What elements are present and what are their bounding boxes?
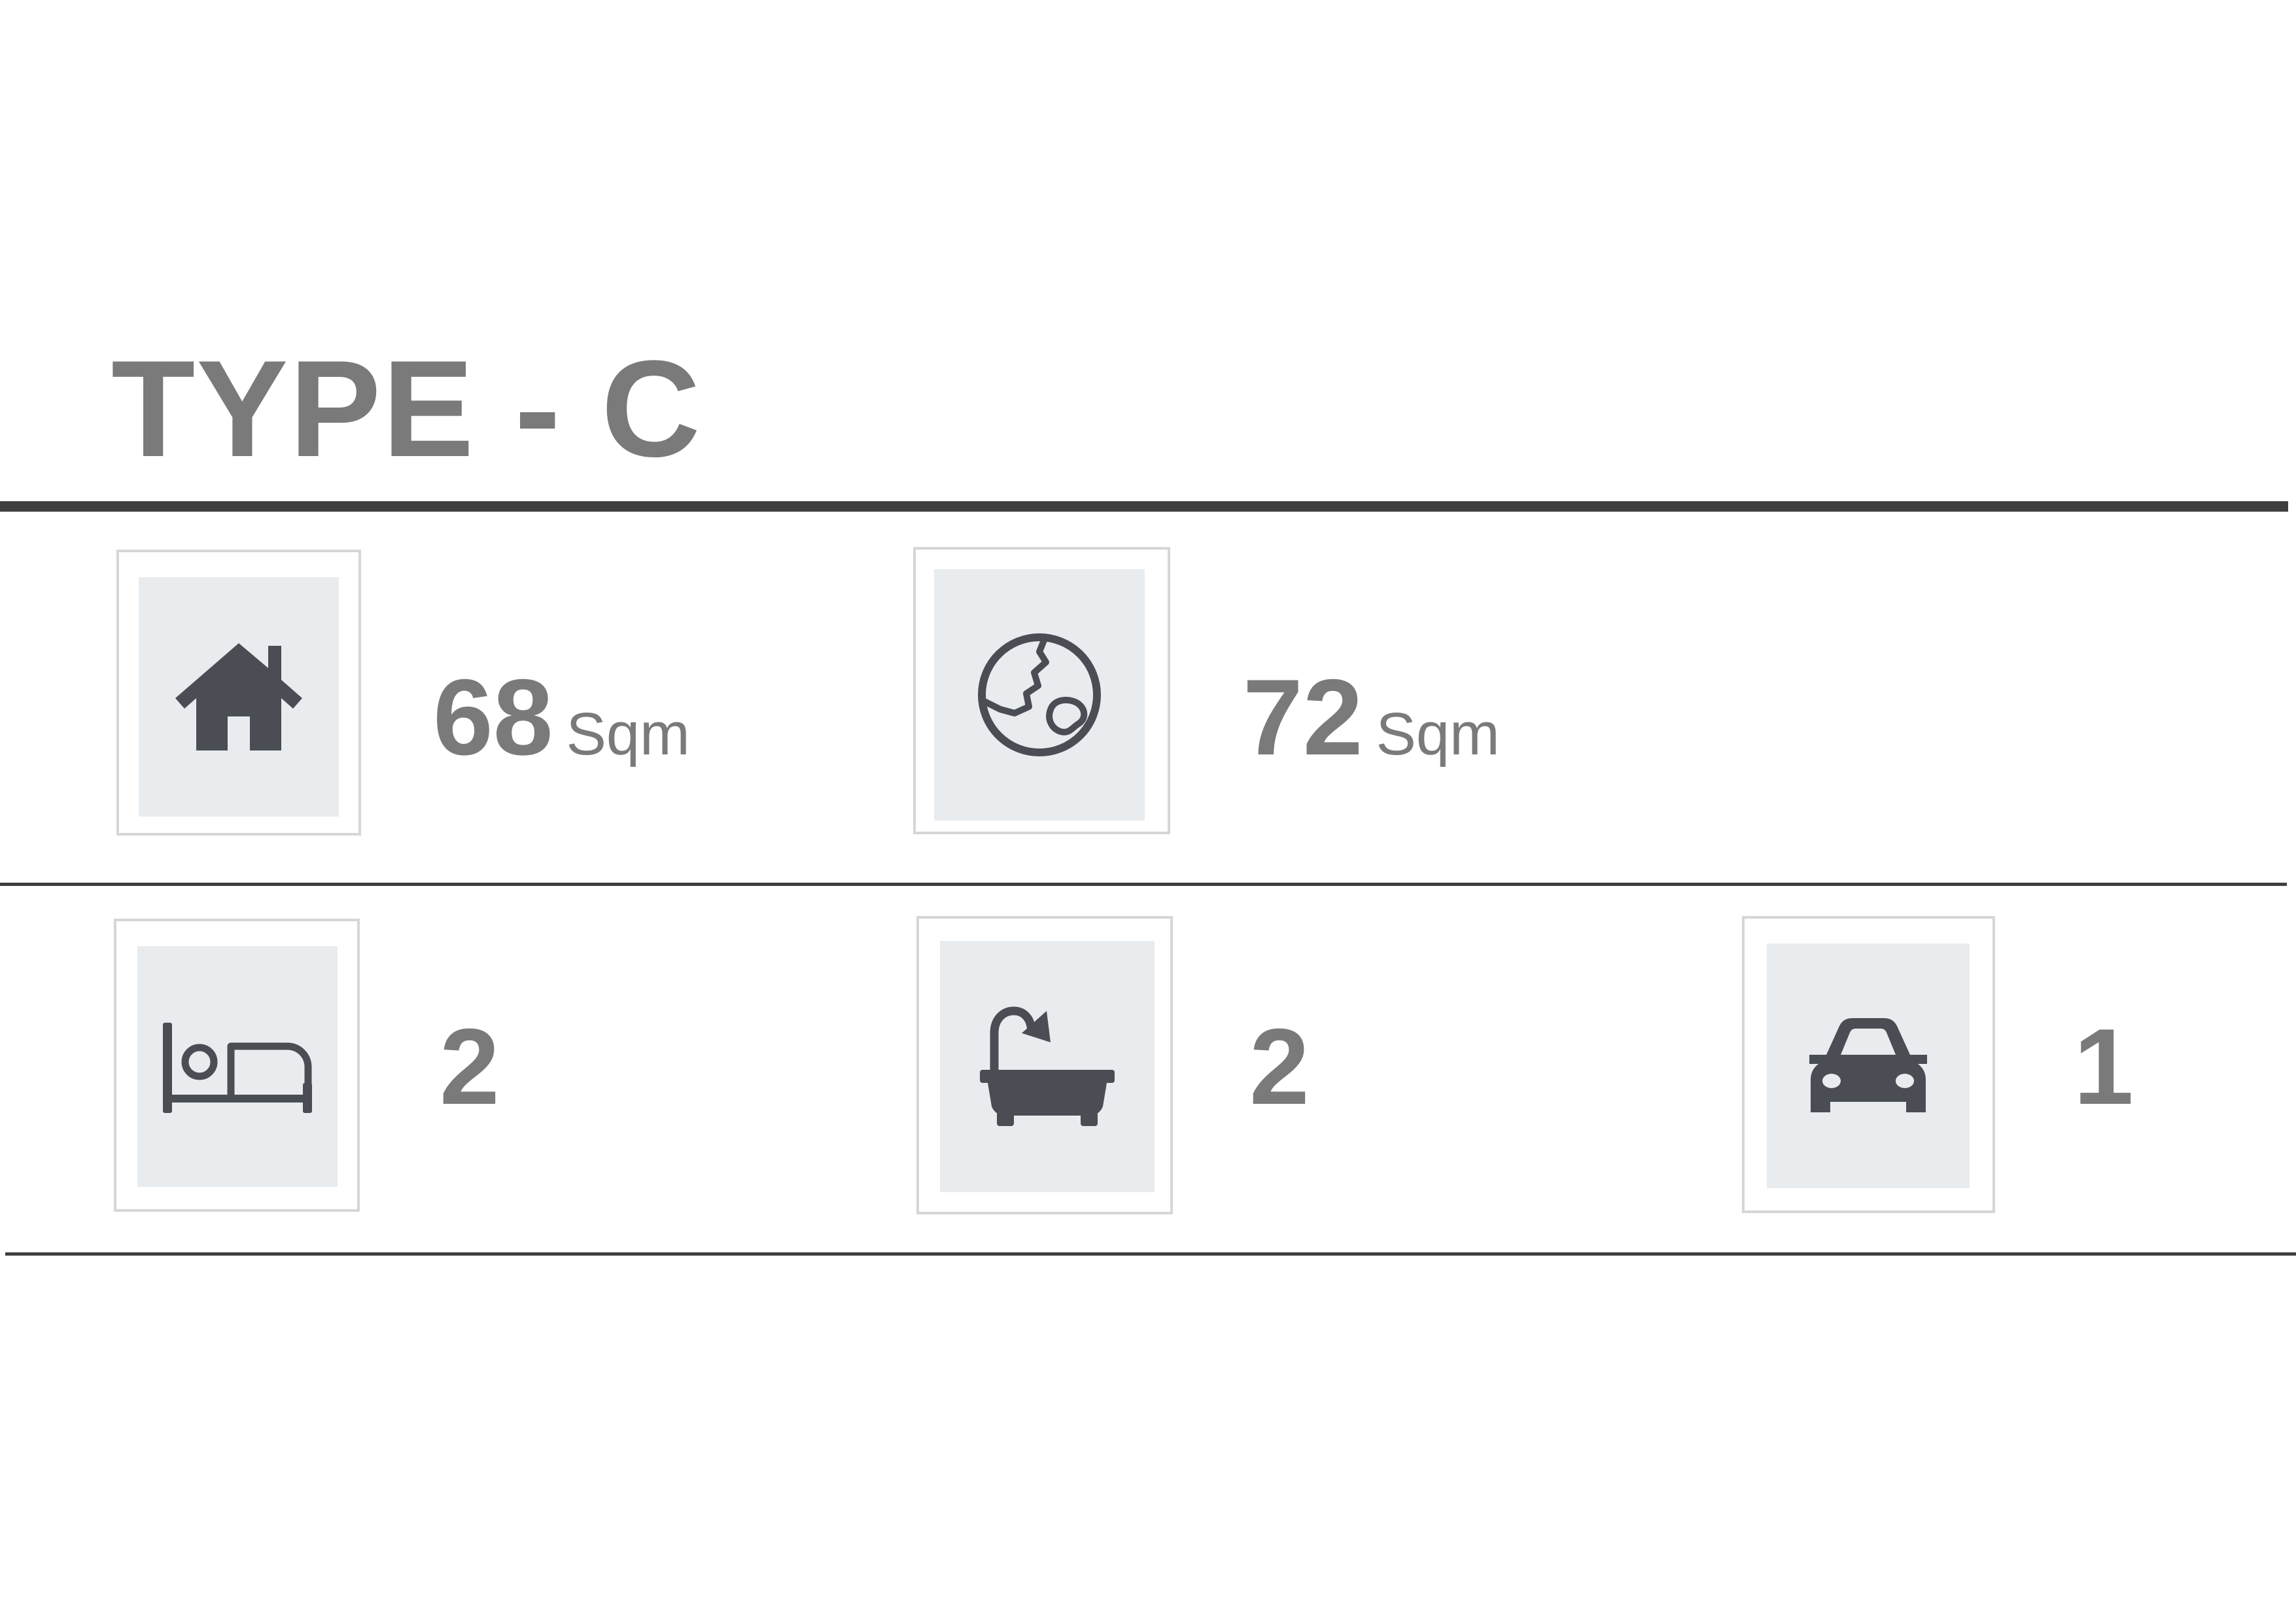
land-area-icon-card <box>913 547 1170 834</box>
building-area-value: 68 Sqm <box>433 663 690 771</box>
bed-icon <box>159 1017 316 1116</box>
land-area-unit: Sqm <box>1376 701 1500 768</box>
title-divider <box>0 501 2288 512</box>
row-divider <box>0 883 2287 886</box>
land-area-number: 72 <box>1243 657 1363 777</box>
building-area-number: 68 <box>433 657 553 777</box>
building-area-unit: Sqm <box>566 701 690 768</box>
land-area-value: 72 Sqm <box>1243 663 1500 771</box>
page-title: TYPE - C <box>111 332 702 485</box>
bedrooms-icon-card <box>114 919 360 1212</box>
parking-value: 1 <box>2074 1006 2134 1127</box>
building-area-icon-card <box>116 550 361 836</box>
house-icon <box>170 638 307 756</box>
parking-icon-card <box>1742 916 1995 1213</box>
globe-icon <box>974 629 1105 760</box>
bathrooms-value: 2 <box>1249 1006 1310 1127</box>
bathrooms-icon-card <box>916 916 1173 1214</box>
car-icon <box>1803 1017 1934 1115</box>
bathtub-icon <box>979 1004 1116 1129</box>
bedrooms-value: 2 <box>440 1006 500 1127</box>
bottom-divider <box>5 1252 2296 1256</box>
